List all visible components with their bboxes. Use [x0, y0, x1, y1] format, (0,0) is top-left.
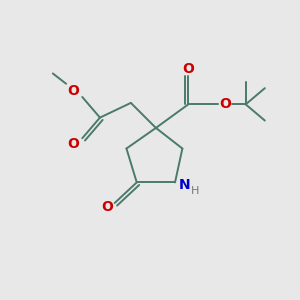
Text: N: N [178, 178, 190, 192]
Text: O: O [101, 200, 113, 214]
Text: O: O [182, 62, 194, 76]
Text: O: O [68, 84, 80, 98]
Text: O: O [68, 137, 80, 151]
Text: H: H [191, 186, 199, 196]
Text: O: O [219, 98, 231, 111]
